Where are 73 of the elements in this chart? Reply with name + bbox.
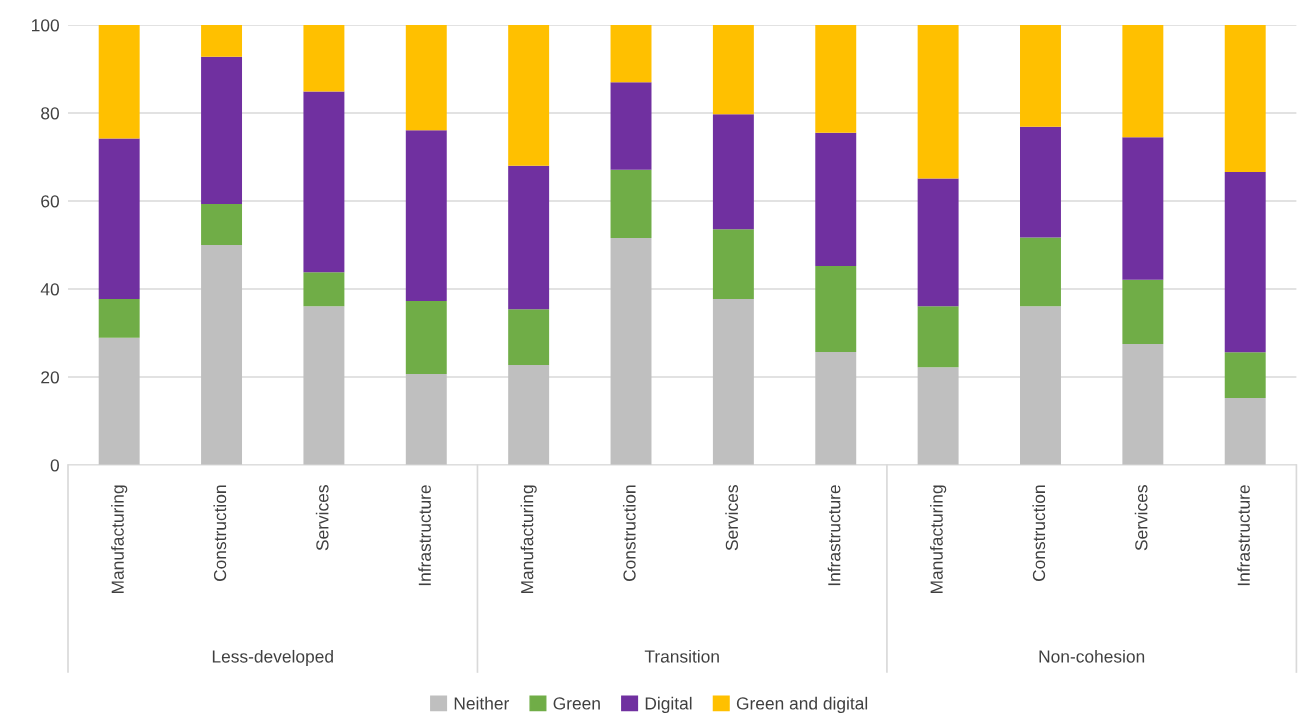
x-tick-label: Services <box>1134 485 1148 551</box>
bar <box>610 25 652 83</box>
legend-label: Digital <box>645 696 692 714</box>
bar <box>508 365 550 465</box>
bar <box>1122 344 1164 465</box>
bar <box>815 266 857 352</box>
x-tick-label: Infrastructure <box>418 485 431 586</box>
x-tick-label: Construction <box>213 485 227 582</box>
x-tick-label: Services <box>315 485 329 551</box>
bar <box>508 25 550 166</box>
bar <box>917 25 959 179</box>
x-tick-label: Infrastructure <box>827 485 841 586</box>
bar <box>1020 126 1061 238</box>
bar <box>98 138 140 300</box>
bar <box>98 337 140 465</box>
bar <box>1224 398 1266 465</box>
bar <box>610 82 652 170</box>
y-tick-label: 20 <box>41 371 59 384</box>
bar <box>1020 237 1061 307</box>
bar <box>98 299 140 338</box>
x-tick-label: Construction <box>1032 485 1046 582</box>
text: Non-cohesion <box>1039 649 1145 663</box>
bar <box>201 245 243 465</box>
bar <box>1224 25 1266 172</box>
bar <box>1224 352 1266 399</box>
bar <box>405 300 447 374</box>
text: Less-developed <box>212 649 333 667</box>
bar <box>610 169 652 238</box>
bar <box>712 114 754 230</box>
bar <box>303 25 345 92</box>
bar <box>201 25 243 57</box>
bar <box>201 204 243 245</box>
text: Transition <box>644 649 719 663</box>
bar <box>815 25 857 133</box>
x-tick-label: Infrastructure <box>1237 485 1250 586</box>
x-tick-label: Construction <box>622 485 636 582</box>
bar <box>1122 137 1164 280</box>
bar <box>201 56 243 205</box>
x-tick-label: Manufacturing <box>930 485 947 594</box>
bar <box>98 25 140 139</box>
legend-label: Neither <box>454 696 510 710</box>
bar <box>815 132 857 267</box>
legend-label: Green and digital <box>736 696 868 714</box>
bar <box>405 373 447 465</box>
bar <box>712 25 754 115</box>
bar <box>303 306 345 465</box>
bar <box>917 306 959 368</box>
bar <box>508 309 550 366</box>
x-tick-label: Services <box>725 485 739 551</box>
bar <box>917 367 959 465</box>
bar <box>1122 279 1164 344</box>
bar <box>405 25 447 131</box>
y-tick-label: 80 <box>41 107 59 120</box>
bar <box>1020 25 1061 127</box>
y-tick-label: 40 <box>40 283 59 296</box>
x-tick-label: Manufacturing <box>520 485 537 594</box>
y-tick-label: 100 <box>32 19 59 32</box>
bar <box>815 351 857 465</box>
bar <box>1122 25 1164 138</box>
bar <box>712 229 754 300</box>
bar <box>405 130 447 301</box>
x-tick-label: Manufacturing <box>111 485 128 594</box>
bar <box>917 178 959 307</box>
y-tick-label: 0 <box>50 459 59 472</box>
legend-label: Green <box>553 697 600 710</box>
bar <box>303 91 345 273</box>
y-tick-label: 60 <box>41 195 59 208</box>
bar <box>508 165 550 310</box>
bar <box>712 299 754 465</box>
bar <box>1224 171 1266 353</box>
bar <box>610 237 652 465</box>
bar <box>303 272 345 307</box>
bar <box>1020 306 1061 465</box>
